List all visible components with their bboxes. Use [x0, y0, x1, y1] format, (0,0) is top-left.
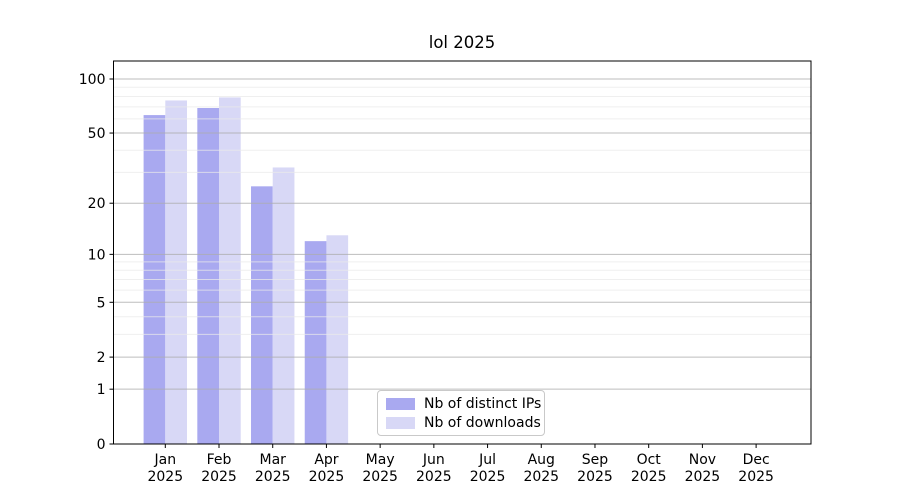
x-tick-label-year-mar: 2025 [255, 469, 291, 485]
y-tick-label-100: 100 [79, 72, 106, 88]
bar-downloads-mar [272, 167, 295, 445]
x-tick-label-month-may: May [366, 452, 395, 468]
legend: Nb of distinct IPs Nb of downloads [377, 390, 545, 436]
bar-downloads-apr [326, 235, 349, 444]
plot-border [113, 60, 812, 445]
x-tick-label-year-jul: 2025 [470, 469, 506, 485]
y-tick-label-2: 2 [97, 350, 106, 366]
x-tick-label-month-mar: Mar [260, 452, 287, 468]
y-tick-label-10: 10 [88, 247, 106, 263]
x-tick-label-year-nov: 2025 [685, 469, 721, 485]
x-tick-label-month-apr: Apr [314, 452, 338, 468]
x-tick-label-year-feb: 2025 [201, 469, 237, 485]
x-tick-label-month-oct: Oct [637, 452, 662, 468]
x-tick-label-year-apr: 2025 [309, 469, 345, 485]
x-tick-label-year-aug: 2025 [523, 469, 559, 485]
x-tick-label-month-nov: Nov [689, 452, 716, 468]
x-tick-label-month-aug: Aug [528, 452, 555, 468]
y-tick-label-0: 0 [97, 437, 106, 453]
bar-downloads-jan [165, 100, 187, 444]
x-tick-label-month-jul: Jul [478, 452, 496, 468]
chart-title: lol 2025 [428, 33, 496, 52]
x-tick-label-month-feb: Feb [207, 452, 232, 468]
bar-distinct-ips-apr [304, 241, 327, 444]
x-tick-label-year-dec: 2025 [738, 469, 774, 485]
y-tick-label-50: 50 [88, 126, 106, 142]
x-tick-label-month-jan: Jan [154, 452, 177, 468]
x-tick-label-year-sep: 2025 [577, 469, 613, 485]
legend-item-downloads: Nb of downloads [386, 414, 544, 431]
bar-distinct-ips-feb [197, 107, 220, 444]
legend-swatch-downloads [386, 416, 415, 429]
x-tick-label-year-jan: 2025 [147, 469, 183, 485]
x-tick-label-month-sep: Sep [582, 452, 609, 468]
x-tick-label-month-dec: Dec [743, 452, 770, 468]
legend-item-distinct-ips: Nb of distinct IPs [386, 395, 544, 412]
y-tick-label-5: 5 [97, 295, 106, 311]
y-tick-label-20: 20 [88, 196, 106, 212]
x-tick-label-year-may: 2025 [362, 469, 398, 485]
legend-swatch-distinct-ips [386, 397, 415, 410]
bar-distinct-ips-mar [251, 186, 273, 444]
x-tick-label-month-jun: Jun [422, 452, 445, 468]
legend-label-downloads: Nb of downloads [424, 414, 541, 431]
x-tick-label-year-oct: 2025 [631, 469, 667, 485]
legend-label-distinct-ips: Nb of distinct IPs [424, 395, 542, 412]
y-tick-label-1: 1 [97, 382, 106, 398]
x-tick-label-year-jun: 2025 [416, 469, 452, 485]
